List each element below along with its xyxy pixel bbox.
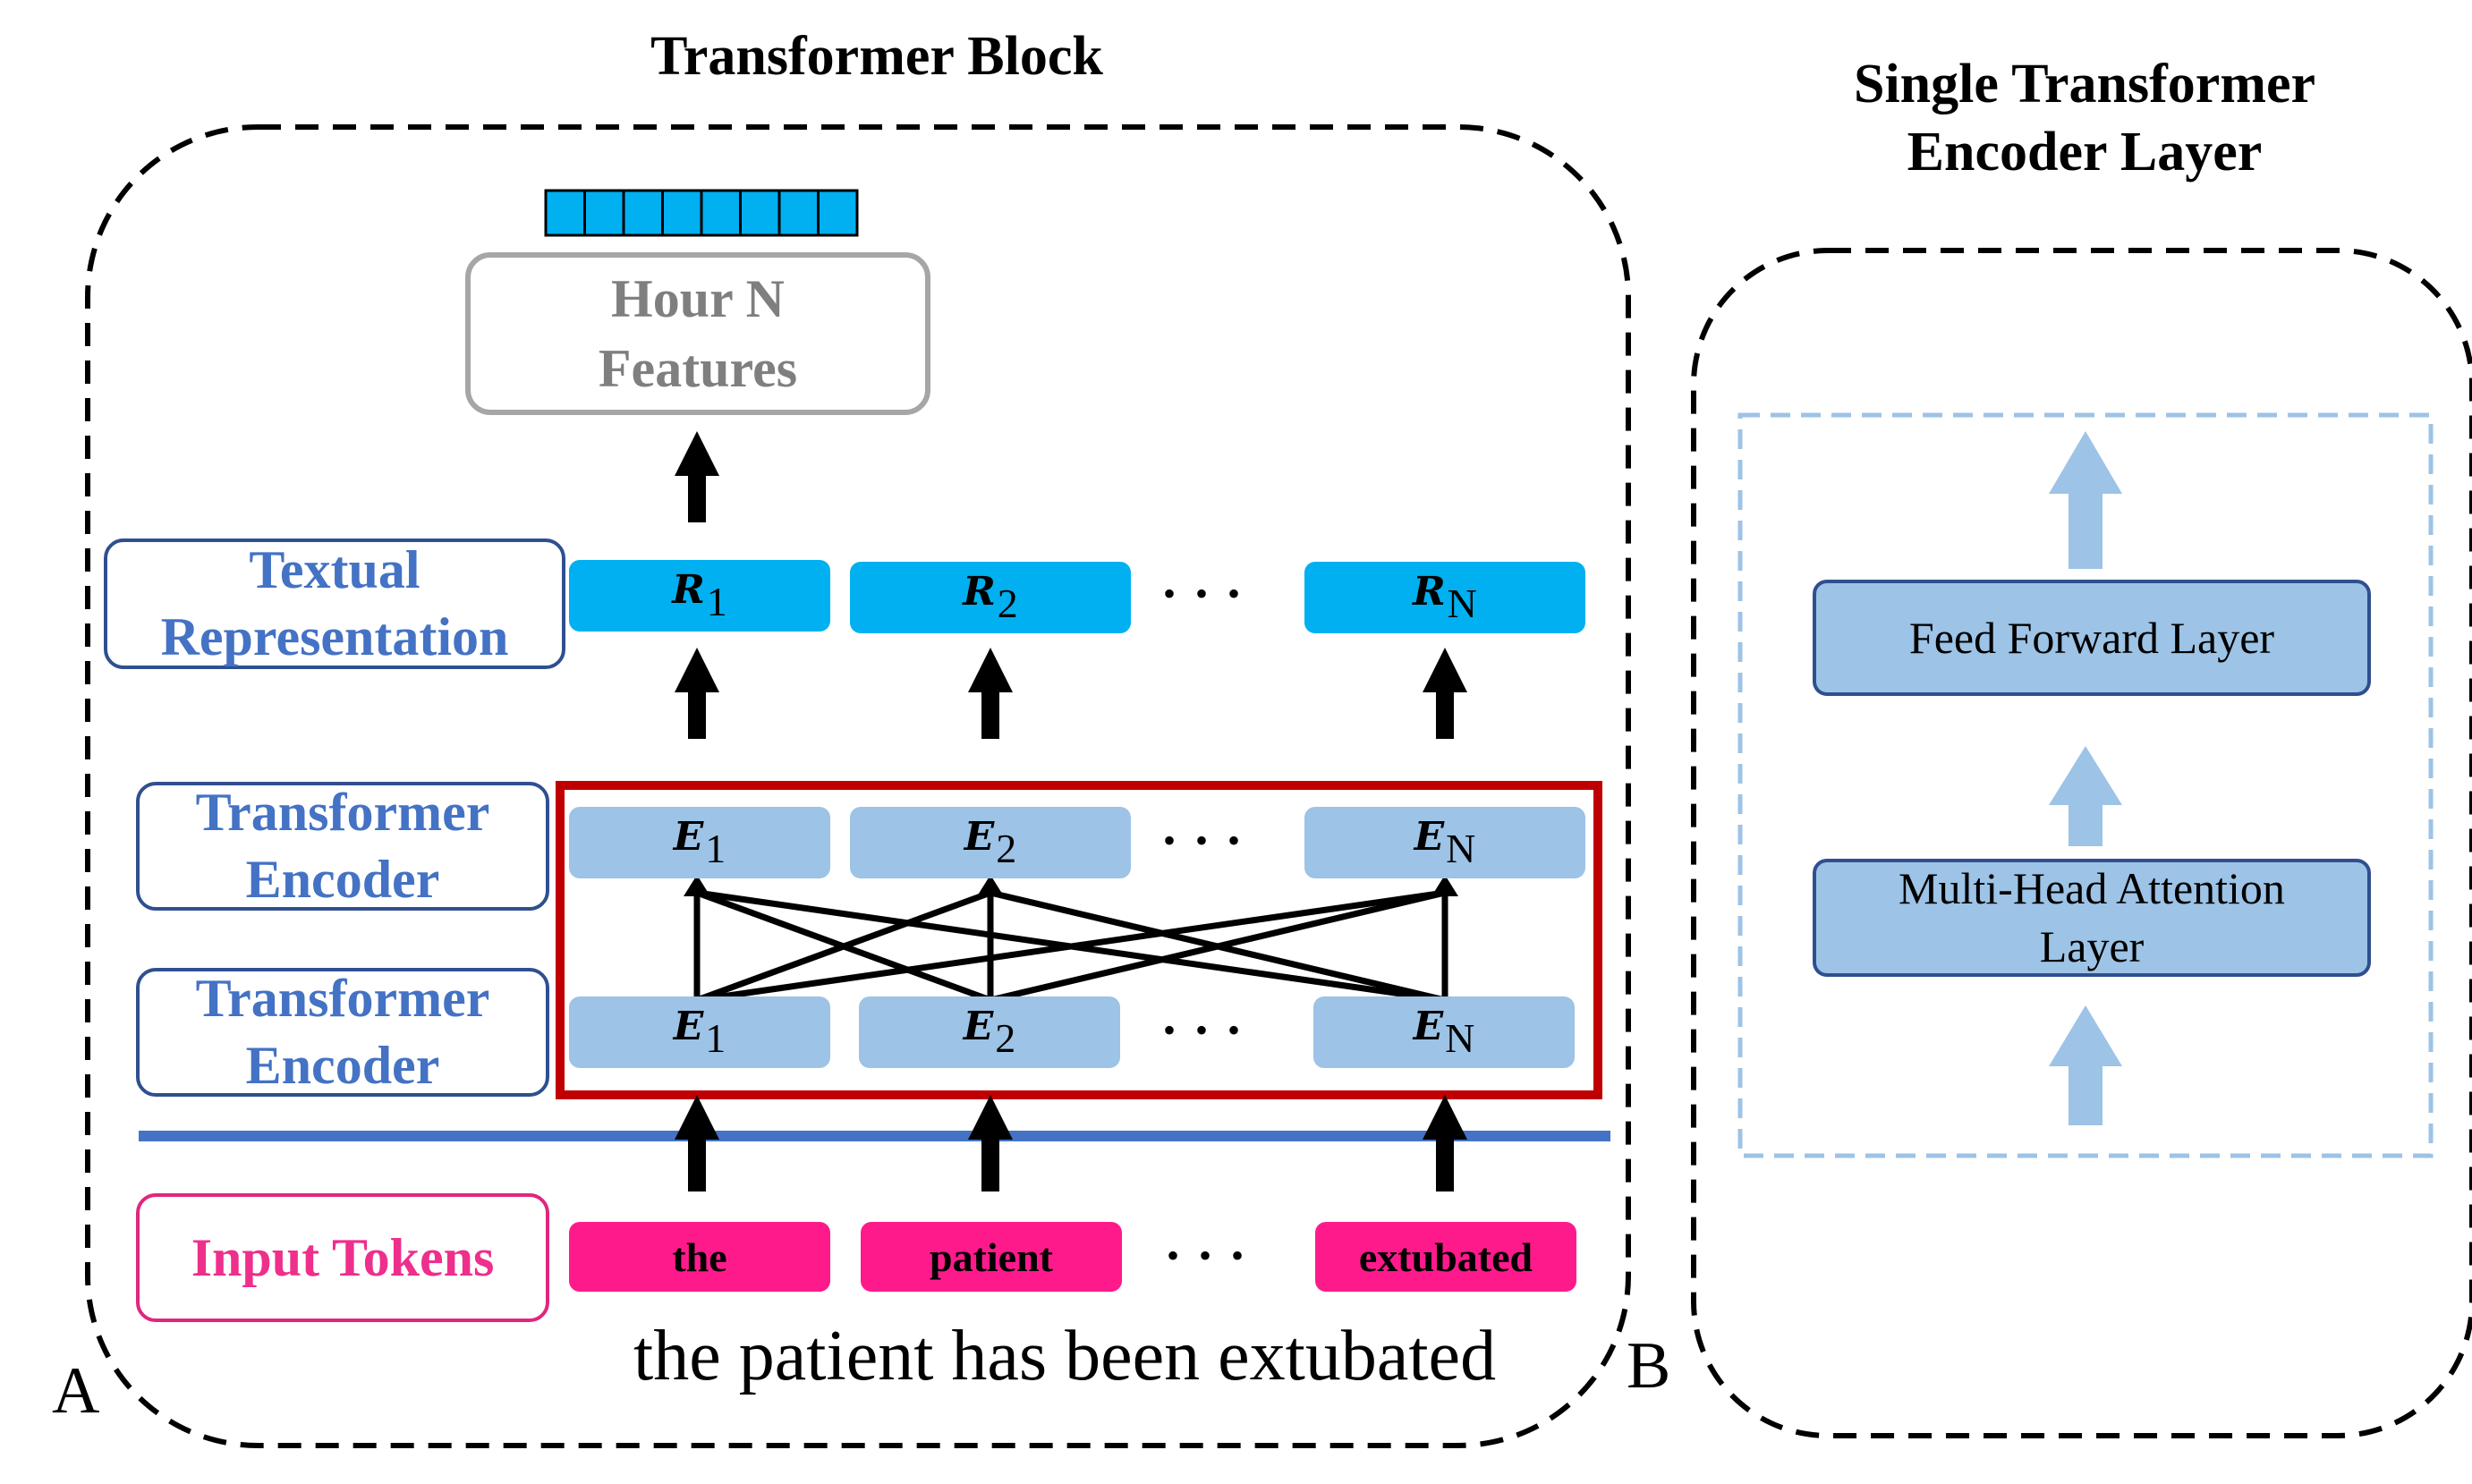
representation-ellipsis: • • • <box>1163 573 1246 614</box>
input-tokens-label: Input Tokens <box>136 1193 549 1322</box>
hour-n-features-box: Hour N Features <box>465 252 930 415</box>
token-the-text: the <box>672 1234 727 1280</box>
panel-b-inner-frame <box>1737 412 2434 1158</box>
transformer-encoder-lower-label: Transformer Encoder <box>136 968 549 1097</box>
representation-r2: R2 <box>850 562 1131 633</box>
encoding-upper-en: EN <box>1304 807 1585 878</box>
encoder-upper-line1: Transformer <box>195 783 490 842</box>
encoder-lower-line2: Encoder <box>245 1036 440 1095</box>
hour-n-features-line2: Features <box>598 339 798 398</box>
attention-arrowheads <box>684 875 1458 896</box>
feature-vector <box>544 189 859 237</box>
input-sentence: the patient has been extubated <box>633 1317 1497 1395</box>
panel-b-frame <box>1691 248 2472 1438</box>
attention-line1: Multi-Head Attention <box>1899 863 2285 913</box>
encoding-lower-e1-symbol: E1 <box>673 1003 726 1061</box>
encoding-lower-en: EN <box>1313 996 1575 1068</box>
panel-b-label: B <box>1627 1329 1671 1403</box>
token-extubated-text: extubated <box>1358 1234 1533 1280</box>
encoding-upper-e1-symbol: E1 <box>673 813 726 871</box>
feed-forward-layer-box: Feed Forward Layer <box>1813 580 2371 696</box>
transformer-encoder-upper-label: Transformer Encoder <box>136 782 549 911</box>
token-ellipsis: • • • <box>1167 1235 1250 1276</box>
encoding-lower-ellipsis: • • • <box>1163 1010 1246 1050</box>
panel-b-title-line1: Single Transformer <box>1853 54 2316 114</box>
hour-n-features-line1: Hour N <box>611 269 785 328</box>
encoding-upper-ellipsis: • • • <box>1163 820 1246 861</box>
encoder-lower-line1: Transformer <box>195 969 490 1028</box>
panel-b-title-line2: Encoder Layer <box>1907 122 2263 183</box>
encoding-upper-e1: E1 <box>569 807 830 878</box>
representation-r2-symbol: R2 <box>963 568 1018 626</box>
panel-b-arrows <box>2049 431 2122 1125</box>
encoding-upper-e2: E2 <box>850 807 1131 878</box>
encoding-upper-e2-symbol: E2 <box>964 813 1017 871</box>
attention-line2: Layer <box>2039 921 2145 971</box>
panel-a-label: A <box>52 1354 100 1428</box>
representation-r1-symbol: R1 <box>672 566 727 624</box>
multi-head-attention-box: Multi-Head Attention Layer <box>1813 859 2371 977</box>
attention-connections <box>693 889 1448 1004</box>
textual-representation-label: Textual Representation <box>104 538 565 669</box>
representation-r1: R1 <box>569 560 830 632</box>
token-the: the <box>569 1222 830 1292</box>
encoder-highlight-frame <box>556 781 1602 1099</box>
feed-forward-layer-text: Feed Forward Layer <box>1908 612 2275 663</box>
flow-arrows <box>675 431 1467 1191</box>
textual-representation-line2: Representation <box>160 607 509 666</box>
encoding-lower-e2: E2 <box>859 996 1120 1068</box>
input-tokens-text: Input Tokens <box>191 1227 495 1287</box>
token-patient-text: patient <box>930 1234 1053 1280</box>
encoding-upper-en-symbol: EN <box>1414 813 1476 871</box>
encoding-lower-en-symbol: EN <box>1413 1003 1475 1061</box>
encoding-lower-e1: E1 <box>569 996 830 1068</box>
textual-representation-line1: Textual <box>249 540 420 599</box>
representation-rn-symbol: RN <box>1413 568 1477 626</box>
encoding-lower-e2-symbol: E2 <box>963 1003 1016 1061</box>
panel-a-title: Transformer Block <box>650 26 1103 87</box>
encoder-upper-line2: Encoder <box>245 850 440 909</box>
panel-b-title: Single Transformer Encoder Layer <box>1789 50 2380 187</box>
panel-a-frame <box>85 124 1631 1448</box>
representation-rn: RN <box>1304 562 1585 633</box>
token-patient: patient <box>861 1222 1122 1292</box>
token-extubated: extubated <box>1315 1222 1576 1292</box>
